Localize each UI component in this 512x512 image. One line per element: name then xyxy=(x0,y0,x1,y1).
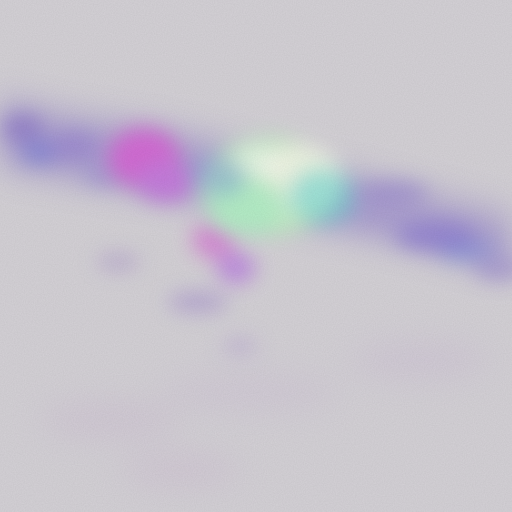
abstract-texture-canvas xyxy=(0,0,512,512)
texture-svg xyxy=(0,0,512,512)
grain-overlay xyxy=(0,0,512,512)
